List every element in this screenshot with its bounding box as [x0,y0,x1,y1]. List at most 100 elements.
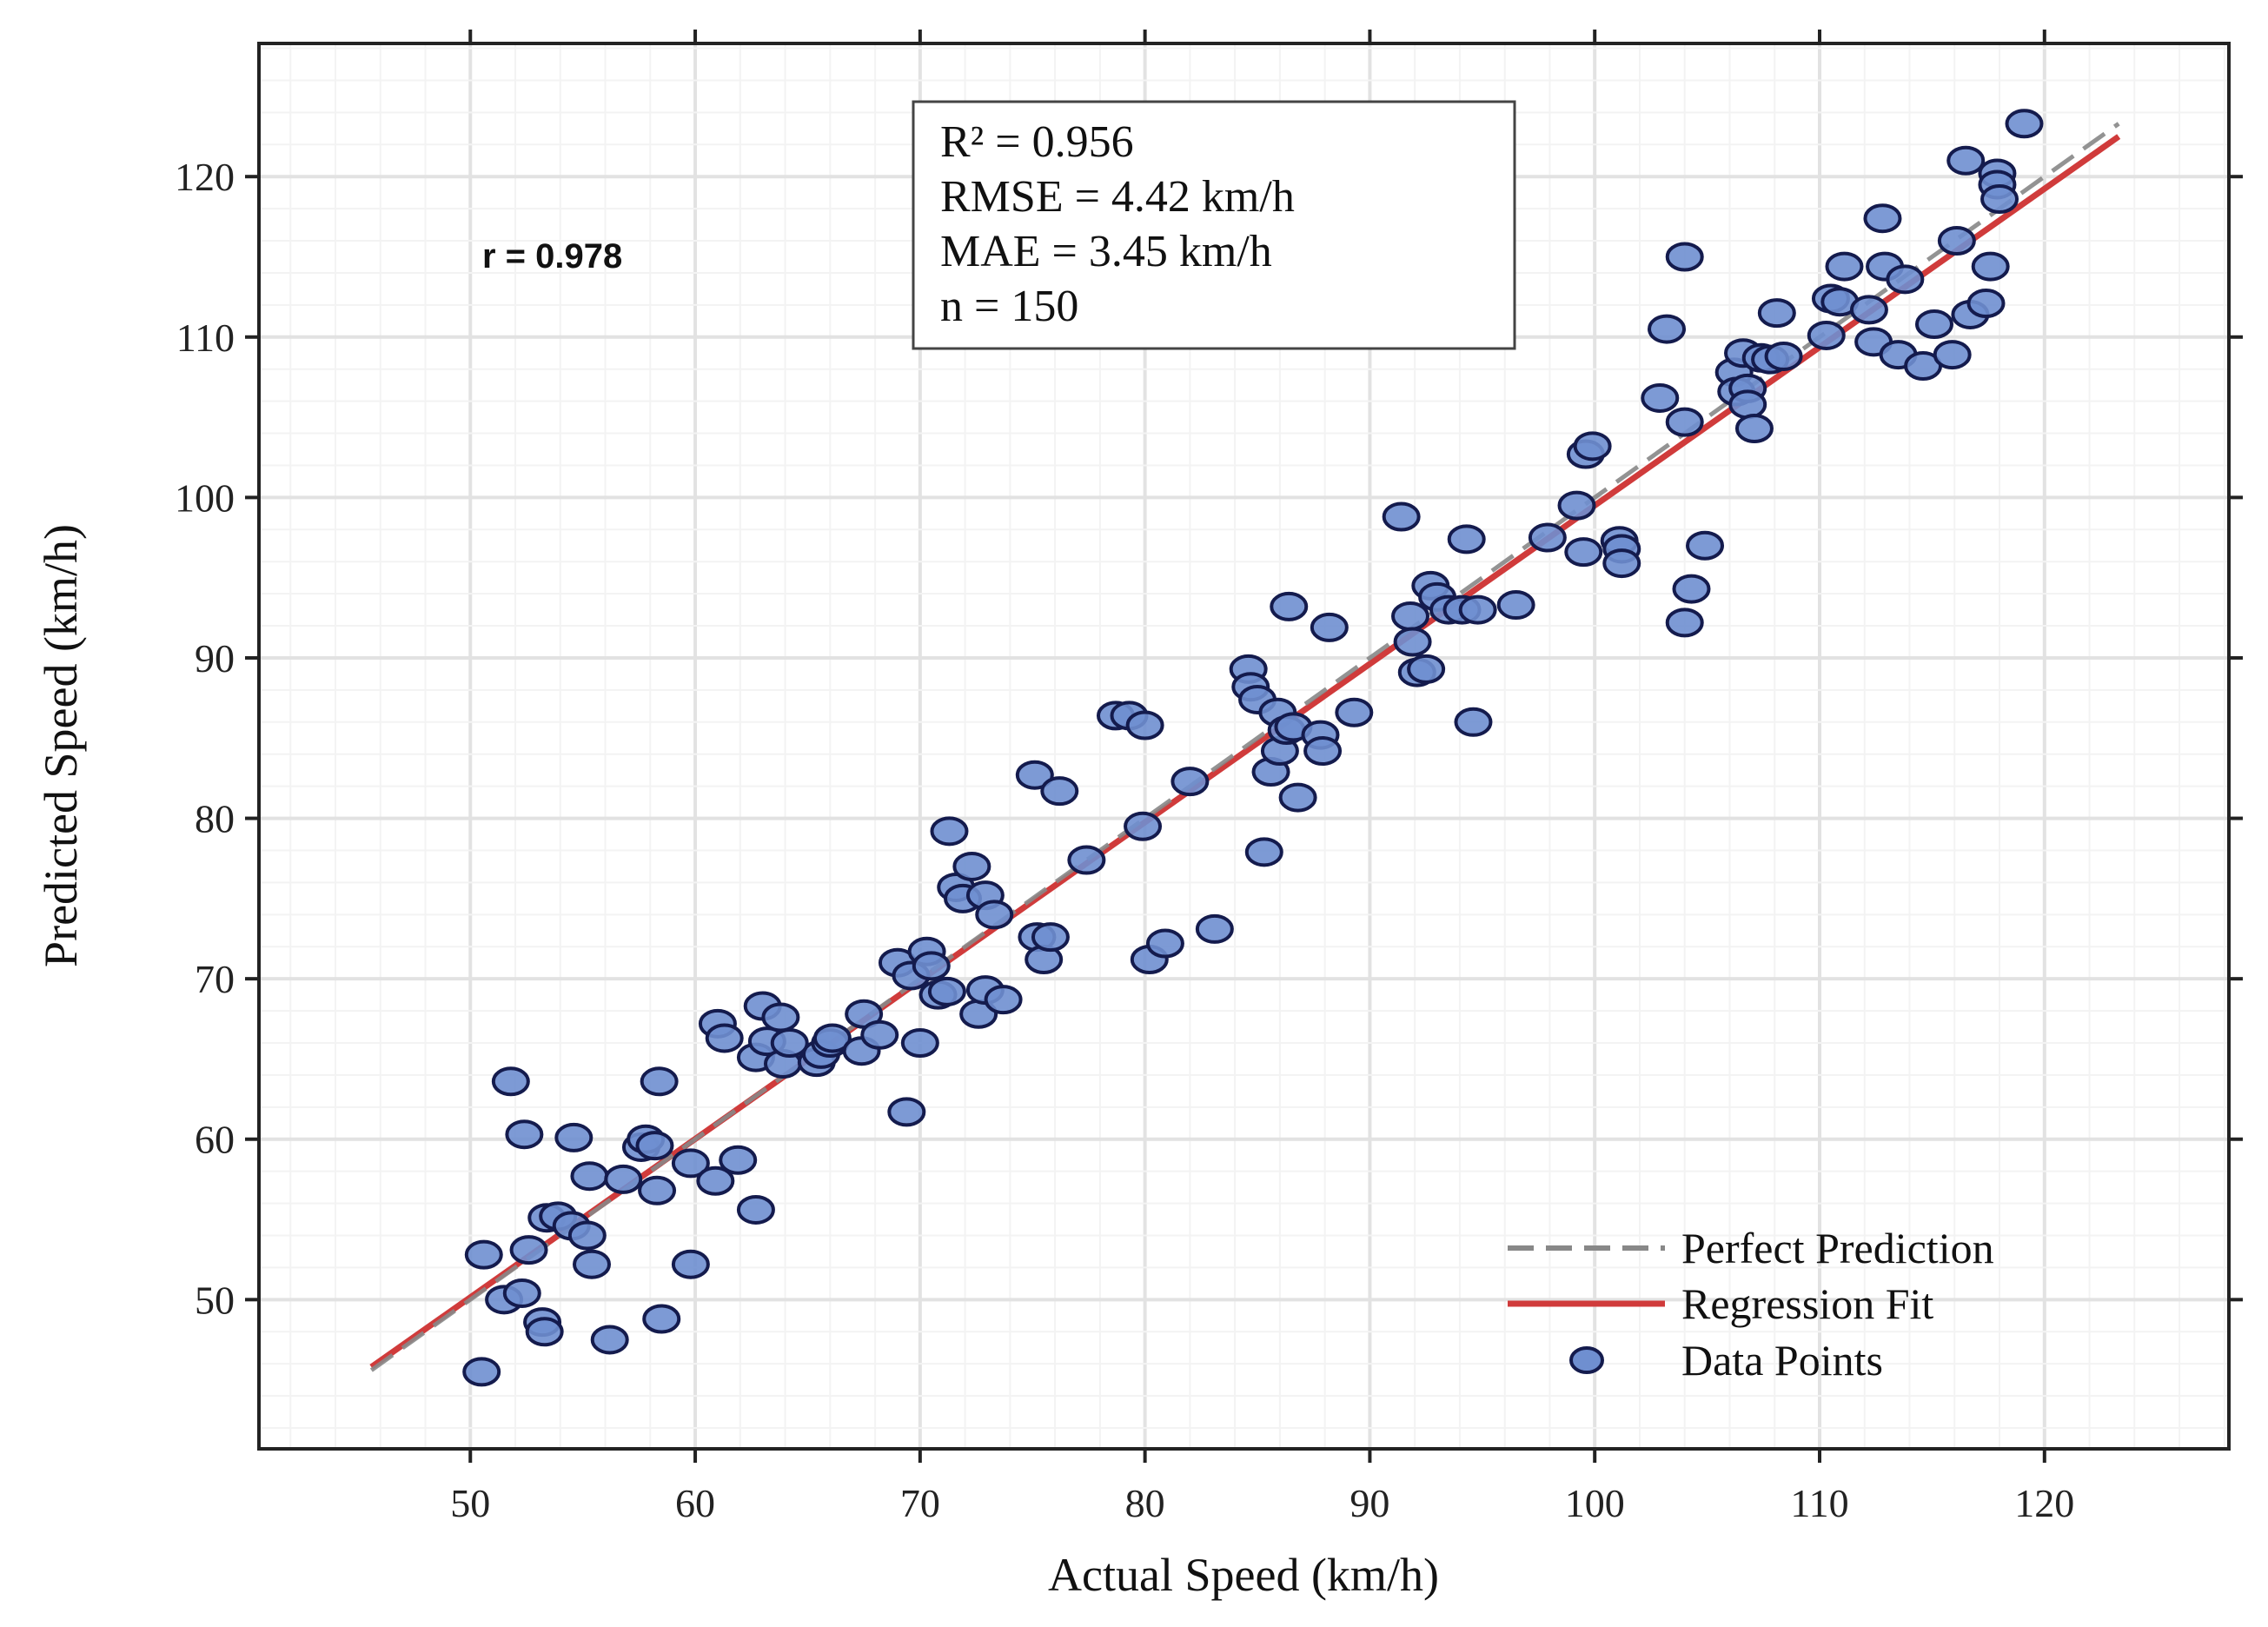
data-point [696,1165,735,1196]
data-point [1807,320,1846,350]
data-point [912,951,951,981]
data-point [1303,736,1343,767]
y-axis-label: Predicted Speed (km/h) [35,524,87,967]
data-point [1458,594,1497,625]
correlation-annotation: r = 0.978 [482,237,622,276]
data-point [1015,760,1054,790]
data-point [1195,913,1234,944]
data-point [1124,811,1163,841]
data-point [1980,184,2019,215]
data-point [900,1027,939,1058]
data-point [554,1122,594,1152]
data-point [1933,340,1972,370]
data-point [1641,382,1680,413]
data-point [671,1148,710,1179]
data-point [1665,242,1704,272]
data-point [509,1235,548,1265]
data-point [1244,837,1283,867]
data-point [1310,612,1349,642]
data-point [1382,501,1421,532]
data-point [590,1325,629,1355]
data-point [570,1161,609,1192]
data-point [1863,203,1902,234]
data-point [927,976,966,1006]
data-point [1335,697,1374,727]
legend-points-label: Data Points [1681,1336,1883,1385]
stat-n: n = 150 [940,282,1078,331]
data-point [952,851,991,881]
perfect-prediction-line [369,122,2120,1372]
data-point [573,1249,612,1279]
data-point [1391,601,1430,631]
data-point [491,1066,530,1097]
stats-box: R² = 0.956 RMSE = 4.42 km/h MAE = 3.45 k… [912,100,1516,350]
data-point [1886,264,1925,295]
data-point [640,1066,679,1097]
data-point [1557,490,1596,521]
data-point [1686,530,1725,561]
data-point [505,1119,544,1150]
data-point [1145,928,1184,959]
data-point [1757,298,1796,329]
legend-points-swatch [1569,1346,1604,1374]
data-point [1971,251,2010,282]
data-point [1528,522,1567,553]
data-point [1914,309,1953,340]
data-point [1825,251,1864,282]
y-tick-label: 60 [195,1118,235,1162]
data-point [1447,524,1486,555]
x-tick-label: 90 [1350,1481,1389,1525]
data-points [462,109,2044,1387]
data-point [2005,109,2044,139]
data-point [1040,776,1079,807]
stat-r2: R² = 0.956 [940,117,1134,167]
data-point [736,1194,775,1225]
data-point [525,1317,564,1347]
data-point [975,900,1014,930]
data-point [1648,314,1687,344]
x-tick-label: 70 [900,1481,940,1525]
y-tick-label: 100 [175,475,235,520]
data-point [1966,289,2006,319]
data-point [604,1164,643,1194]
x-tick-label: 100 [1565,1481,1625,1525]
data-point [1170,767,1210,797]
data-point [638,1175,677,1205]
x-tick-label: 50 [450,1481,490,1525]
data-point [642,1304,681,1334]
data-point [1602,548,1641,579]
x-axis-label: Actual Speed (km/h) [1048,1549,1439,1601]
plot-frame [257,42,2231,1451]
y-tick-label: 120 [175,155,235,199]
data-point [770,1027,809,1058]
legend: Perfect Prediction Regression Fit Data P… [1508,1224,1994,1385]
data-point [1946,145,1986,176]
data-point [1496,590,1535,621]
y-tick-label: 110 [176,315,235,360]
data-point [567,1220,607,1251]
x-tick-label: 60 [675,1481,715,1525]
data-point [635,1131,674,1161]
data-point [1573,431,1612,462]
data-point [1937,226,1976,256]
data-point [1270,591,1309,621]
data-point [984,985,1023,1015]
stat-mae: MAE = 3.45 km/h [940,227,1272,276]
legend-perfect-label: Perfect Prediction [1681,1224,1994,1272]
x-tick-label: 110 [1790,1481,1848,1525]
data-point [671,1249,710,1279]
data-point [887,1097,926,1127]
data-point [719,1145,758,1175]
data-point [1672,574,1711,604]
data-point [1728,389,1767,420]
data-point [1031,922,1070,953]
data-point [1454,707,1493,737]
ticks: 50 60 70 80 90 100 110 120 50 60 70 80 90 100 110 120 [175,30,2243,1525]
data-point [860,1019,899,1050]
data-point [1407,654,1446,684]
data-point [462,1357,501,1387]
data-point [705,1023,744,1053]
data-point [930,816,969,847]
y-tick-label: 80 [195,797,235,841]
